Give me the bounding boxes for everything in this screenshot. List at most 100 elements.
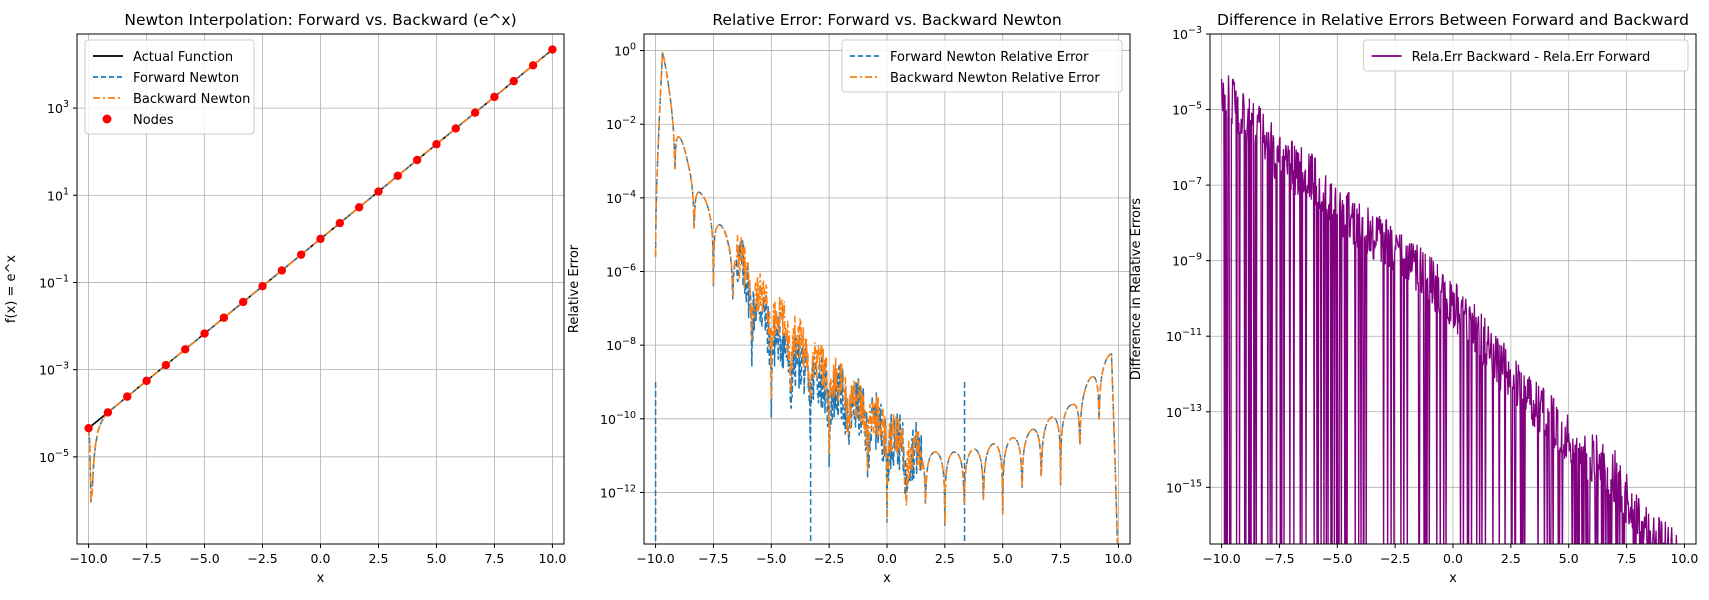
series-backward-newton	[87, 48, 553, 503]
y-tick-label: 10−5	[1172, 101, 1202, 118]
legend: Actual Function Forward Newton Backward Ne…	[84, 39, 255, 135]
x-tick-label: 2.5	[1501, 551, 1521, 566]
node-point	[296, 250, 306, 259]
x-tick-label: 0.0	[311, 551, 331, 566]
node-point	[528, 61, 538, 70]
x-tick-label: 10.0	[1105, 551, 1133, 566]
y-tick-label: 100	[614, 42, 636, 59]
legend-label: Actual Function	[133, 50, 233, 65]
y-axis-label: Difference in Relative Errors	[1129, 198, 1144, 380]
y-tick-label: 10−15	[1166, 478, 1202, 495]
legend: Rela.Err Backward - Rela.Err Forward	[1363, 39, 1689, 72]
node-point	[412, 155, 422, 165]
node-point	[123, 392, 132, 401]
x-axis: −10.0 −7.5 −5.0 −2.5 0.0 2.5 5.0 7.5 10.0	[636, 544, 1132, 566]
node-point	[161, 360, 171, 370]
chart-title: Difference in Relative Errors Between Fo…	[1217, 11, 1689, 29]
x-tick-label: −5.0	[756, 551, 786, 566]
node-point	[258, 281, 267, 291]
x-axis: −10.0 −7.5 −5.0 −2.5 0.0 2.5 5.0 7.5 10.0	[1202, 544, 1698, 566]
node-point	[103, 408, 113, 417]
node-point	[548, 45, 557, 54]
node-point	[316, 234, 325, 244]
x-tick-label: 0.0	[1443, 551, 1463, 566]
x-tick-label: 0.0	[877, 551, 897, 566]
plot-area	[1220, 75, 1678, 544]
node-point	[451, 124, 460, 133]
legend-label: Backward Newton Relative Error	[890, 71, 1100, 86]
grid	[1210, 33, 1696, 544]
y-axis: 10−15 10−13 10−11 10−9 10−7 10−5 10−3	[1166, 25, 1210, 495]
y-tick-label: 103	[47, 99, 69, 116]
node-point	[354, 203, 364, 212]
legend-box	[1363, 39, 1689, 72]
node-point	[200, 329, 209, 338]
node-point	[142, 376, 151, 386]
node-point	[84, 423, 93, 433]
y-tick-label: 10−8	[606, 336, 636, 353]
grid	[77, 34, 564, 544]
x-tick-label: −7.5	[698, 551, 728, 566]
x-tick-label: −5.0	[1322, 551, 1352, 566]
x-tick-label: 10.0	[1671, 551, 1699, 566]
y-tick-label: 10−2	[606, 115, 636, 132]
y-tick-label: 10−13	[1166, 403, 1202, 420]
node-point	[219, 313, 229, 322]
y-tick-label: 10−6	[606, 263, 636, 280]
legend-box	[841, 39, 1123, 93]
legend-box	[84, 39, 255, 135]
x-tick-label: 5.0	[1559, 551, 1579, 566]
x-tick-label: −10.0	[1202, 551, 1240, 566]
node-point	[181, 345, 190, 354]
node-point	[277, 266, 287, 275]
node-point	[335, 218, 345, 228]
legend-label: Rela.Err Backward - Rela.Err Forward	[1412, 50, 1651, 65]
legend-label: Forward Newton Relative Error	[890, 50, 1089, 65]
x-tick-label: 7.5	[1051, 551, 1071, 566]
node-point	[470, 108, 480, 117]
x-tick-label: −7.5	[1264, 551, 1294, 566]
y-tick-label: 10−11	[1166, 327, 1202, 344]
y-tick-label: 10−4	[606, 189, 636, 206]
x-tick-label: −2.5	[814, 551, 844, 566]
chart-panel-1: −10.0 −7.5 −5.0 −2.5 0.0 2.5 5.0 7.5 10.010−510−…	[4, 11, 566, 586]
legend-label: Nodes	[133, 113, 174, 128]
y-tick-label: 10−1	[39, 273, 69, 290]
y-tick-label: 10−10	[600, 410, 636, 427]
y-tick-label: 10−3	[1172, 25, 1202, 42]
x-tick-label: 7.5	[1617, 551, 1637, 566]
node-point	[374, 187, 383, 196]
x-tick-label: 7.5	[484, 551, 504, 566]
y-axis-label: Relative Error	[567, 244, 582, 333]
x-tick-label: −5.0	[189, 551, 219, 566]
x-axis: −10.0 −7.5 −5.0 −2.5 0.0 2.5 5.0 7.5 10.0	[69, 544, 566, 566]
x-axis-label: x	[883, 571, 891, 586]
y-tick-label: 10−9	[1172, 252, 1202, 269]
y-axis: 10−12 10−10 10−8 10−6 10−4 10−2 100	[600, 42, 644, 500]
x-axis-label: x	[317, 571, 325, 586]
chart-title: Relative Error: Forward vs. Backward New…	[712, 11, 1061, 29]
y-axis: 10−5 10−3 10−1 101 103	[39, 99, 77, 465]
chart-panel-3: −10.0 −7.5 −5.0 −2.5 0.0 2.5 5.0 7.5 10.0 10−15 10…	[1129, 11, 1698, 586]
x-tick-label: −7.5	[131, 551, 161, 566]
x-tick-label: −10.0	[69, 551, 107, 566]
y-tick-label: 10−3	[39, 361, 69, 378]
chart-title: Newton Interpolation: Forward vs. Backwa…	[124, 11, 516, 29]
chart-panel-2: −10.0 −7.5 −5.0 −2.5 0.0 2.5 5.0 7.5 10.010−1210…	[567, 11, 1132, 586]
node-point	[238, 297, 248, 307]
node-point	[509, 76, 518, 86]
series-difference	[1220, 75, 1678, 544]
y-tick-label: 10−12	[600, 483, 636, 500]
x-tick-label: 10.0	[538, 551, 566, 566]
node-point	[393, 171, 403, 180]
plot-area	[654, 51, 1119, 544]
plot-area	[84, 45, 557, 503]
x-tick-label: −2.5	[1380, 551, 1410, 566]
node-point	[432, 140, 441, 149]
y-axis-label: f(x) = e^x	[4, 255, 19, 323]
node-point	[490, 92, 499, 102]
y-tick-label: 101	[47, 186, 69, 203]
x-tick-label: 2.5	[935, 551, 955, 566]
legend: Forward Newton Relative Error Backward Ne…	[841, 39, 1123, 93]
